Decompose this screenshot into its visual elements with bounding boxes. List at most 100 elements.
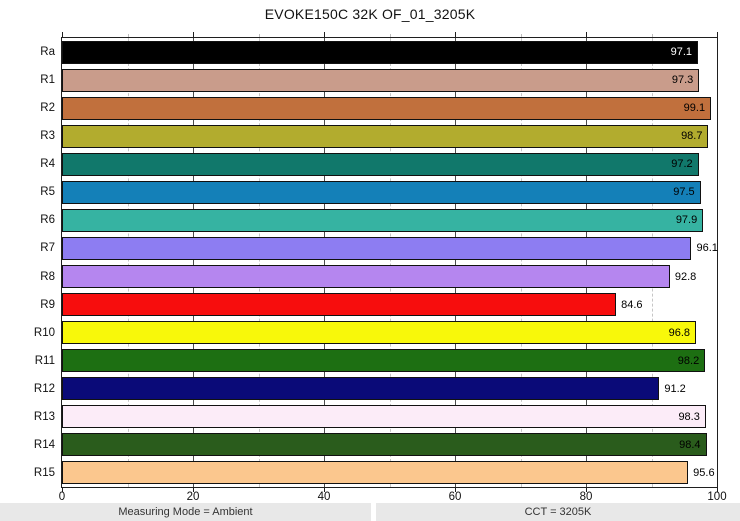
bar-row-r11: 98.2 [62,347,717,375]
bar-row-r9: 84.6 [62,291,717,319]
bar-row-r6: 97.9 [62,206,717,234]
x-tick-label: 100 [707,491,727,503]
bar-r15 [62,461,689,485]
bar-r4 [62,152,699,176]
bar-value-label: 92.8 [674,270,697,283]
bar-r6 [62,208,704,232]
x-minor-tick-mark [127,34,129,37]
y-axis-labels: Ra R1 R2 R3 R4 R5 R6 R7 R8 R9 R10 R11 R12 R13 R14 R15 [0,38,55,487]
bar-value-label: 97.3 [671,74,694,87]
bar-row-r14: 98.4 [62,431,717,459]
x-tick-mark [193,488,194,492]
x-tick-mark [455,32,456,37]
bar-r3 [62,124,709,148]
bar-row-r3: 98.7 [62,122,717,150]
x-minor-tick-mark [651,34,653,37]
measuring-mode-label: Measuring Mode = Ambient [118,506,253,518]
bar-r12 [62,377,660,401]
bar-value-label: 98.7 [681,130,703,143]
cct-label: CCT = 3205K [524,506,592,518]
y-axis-label-r13: R13 [33,410,55,423]
bar-value-label: 97.2 [671,158,693,171]
bar-r9 [62,293,617,317]
y-axis-label-r8: R8 [40,270,55,283]
bar-value-label: 96.8 [668,326,691,339]
y-axis-label-r11: R11 [34,354,55,367]
bar-value-label: 97.1 [670,46,692,59]
bar-row-r1: 97.3 [62,66,717,94]
x-tick-mark [193,32,194,37]
gridline-major [193,38,194,487]
gridline-minor [389,38,391,487]
y-axis-label-r10: R10 [33,326,55,339]
top-tick-strip [62,32,718,37]
bottom-tick-strip [62,488,718,492]
y-axis-label-r3: R3 [40,130,55,143]
bar-value-label: 98.3 [678,410,700,423]
gridline-minor [651,38,653,487]
cct-box: CCT = 3205K [376,503,740,521]
bar-row-r8: 92.8 [62,263,717,291]
bar-row-r7: 96.1 [62,234,718,262]
x-tick-label: 20 [186,491,200,503]
x-tick-mark [717,32,718,37]
bar-r14 [62,433,707,457]
y-axis-label-r4: R4 [40,158,55,171]
x-minor-tick-mark [389,34,391,37]
chart-title: EVOKE150C 32K OF_01_3205K [264,6,476,22]
gridline-major [455,38,456,487]
bar-row-r12: 91.2 [62,375,717,403]
x-tick-mark [455,488,456,492]
y-axis-label-r12: R12 [33,382,55,395]
bar-r13 [62,405,706,429]
gridline-major [586,38,587,487]
y-axis-label-ra: Ra [40,46,55,59]
bar-value-label: 99.1 [683,102,706,115]
x-tick-mark [717,488,718,492]
bar-r11 [62,349,706,373]
bar-row-r2: 99.1 [62,94,717,122]
x-tick-label: 40 [317,491,331,503]
x-minor-tick-mark [258,34,260,37]
x-tick-label: 0 [58,491,66,503]
bar-value-label: 97.9 [675,214,698,227]
bar-value-label: 98.4 [679,438,701,451]
bar-value-label: 97.5 [673,186,695,199]
bar-value-label: 95.6 [693,466,715,479]
y-axis-label-r2: R2 [40,102,55,115]
measuring-mode-box: Measuring Mode = Ambient [0,503,371,521]
bar-r2 [62,96,712,120]
y-axis-label-r1: R1 [40,74,55,87]
gridline-minor [127,38,129,487]
y-axis-label-r15: R15 [33,466,55,479]
bar-value-label: 98.2 [677,354,700,367]
x-tick-label: 60 [448,491,462,503]
bar-r10 [62,321,697,345]
bar-row-r13: 98.3 [62,403,717,431]
bar-r1 [62,68,700,92]
bar-row-r10: 96.8 [62,319,717,347]
x-tick-mark [324,488,325,492]
x-tick-mark [586,488,587,492]
gridline-major [324,38,325,487]
bar-r7 [62,236,692,260]
y-axis-label-r9: R9 [40,298,55,311]
x-tick-mark [62,32,63,37]
x-minor-tick-mark [520,34,522,37]
x-tick-mark [62,488,63,492]
bar-value-label: 96.1 [696,242,718,255]
bar-row-r4: 97.2 [62,150,717,178]
bar-row-r15: 95.6 [62,459,717,487]
y-axis-label-r5: R5 [40,186,55,199]
gridline-minor [258,38,260,487]
bar-value-label: 91.2 [664,382,686,395]
y-axis-label-r14: R14 [33,438,55,451]
x-tick-mark [324,32,325,37]
y-axis-label-r6: R6 [40,214,55,227]
bar-r8 [62,265,670,289]
gridline-minor [520,38,522,487]
y-axis-label-r7: R7 [40,242,55,255]
bar-row-r5: 97.5 [62,178,717,206]
x-tick-label: 80 [579,491,593,503]
